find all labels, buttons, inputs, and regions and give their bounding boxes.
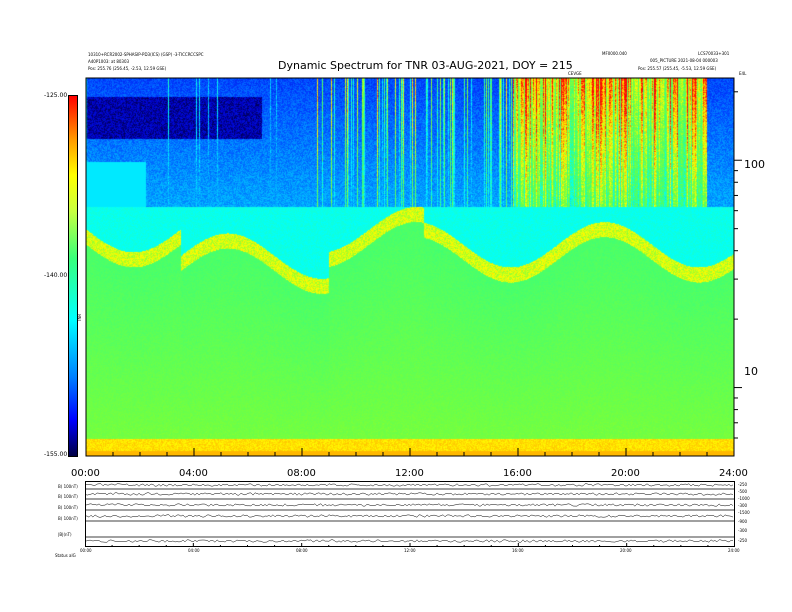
x-axis-ticks [85, 448, 735, 456]
strip-data-line [85, 514, 734, 518]
spectrogram-heatmap [86, 78, 734, 456]
strip-data-line [85, 492, 734, 496]
x-tick-label: 12:00 [395, 468, 424, 479]
y-axis-ticks [734, 91, 742, 439]
strip-right-7: -300 [738, 528, 748, 533]
colorbar-tick-mid: -140.00 [44, 272, 68, 279]
chart-title: Dynamic Spectrum for TNR 03-AUG-2021, DO… [278, 59, 573, 72]
strip-x-1: 00:00 [80, 548, 92, 553]
colorbar [68, 95, 78, 457]
colorbar-tick-bottom: -155.00 [44, 451, 68, 458]
strip-x-6: 20:00 [620, 548, 632, 553]
x-tick-label: 00:00 [71, 468, 100, 479]
strip-data-line [85, 503, 734, 507]
strip-right-4: -300 [738, 503, 748, 508]
strip-data-line [85, 539, 734, 543]
strip-right-5: -1500 [738, 510, 750, 515]
x-tick-label: 16:00 [503, 468, 532, 479]
strip-x-3: 08:00 [296, 548, 308, 553]
header-right-line2: LCS70033+301 [698, 51, 730, 56]
x-tick-label: 20:00 [611, 468, 640, 479]
strip-label-2: B( 100nT) [58, 494, 78, 499]
x-tick-label: 08:00 [287, 468, 316, 479]
header-left-line3: Pos: 255.76 (256.45, -2.53, 12.59 GSE) [88, 66, 167, 71]
strip-right-2: -500 [738, 489, 748, 494]
strip-x-2: 04:00 [188, 548, 200, 553]
strip-right-3: -1000 [738, 496, 750, 501]
header-right-small: E4L [739, 71, 747, 76]
strip-right-6: -900 [738, 519, 748, 524]
x-tick-label: 24:00 [719, 468, 748, 479]
strip-label-4: B( 100nT) [58, 516, 78, 521]
x-tick-label: 04:00 [179, 468, 208, 479]
strip-footer: Status alG [55, 553, 76, 558]
header-left-line2: A40P1003: at 80303 [88, 59, 130, 64]
strip-x-7: 24:00 [728, 548, 740, 553]
spectrogram-canvas [86, 78, 734, 456]
strip-right-1: -250 [738, 482, 748, 487]
header-mid-label: CEVGE [568, 71, 582, 76]
strip-data-line [85, 483, 734, 487]
header-right-line3: 005_PICTURE 2021-08-04 000003 [650, 58, 718, 63]
plot-frame [85, 77, 735, 457]
strip-panel [85, 481, 735, 547]
header-left-line1: 10310+RCR2002-SPHASIP-PD3(ICS) (GSP) -3-… [88, 52, 204, 57]
colorbar-tick-top: -125.00 [44, 92, 68, 99]
y-right-tick-100: 100 [744, 158, 765, 171]
strip-right-8: -250 [738, 538, 748, 543]
strip-label-5: |B|(nT) [58, 532, 72, 537]
strip-label-1: B( 100nT) [58, 484, 78, 489]
strip-label-3: B( 100nT) [58, 505, 78, 510]
y-right-tick-10: 10 [744, 365, 758, 378]
strip-x-5: 16:00 [512, 548, 524, 553]
header-right-line1: MF0000.040 [602, 51, 627, 56]
header-right-line4: Pos: 255.57 (255.45, -5.53, 12.59 GSE) [638, 66, 717, 71]
strip-x-4: 12:00 [404, 548, 416, 553]
